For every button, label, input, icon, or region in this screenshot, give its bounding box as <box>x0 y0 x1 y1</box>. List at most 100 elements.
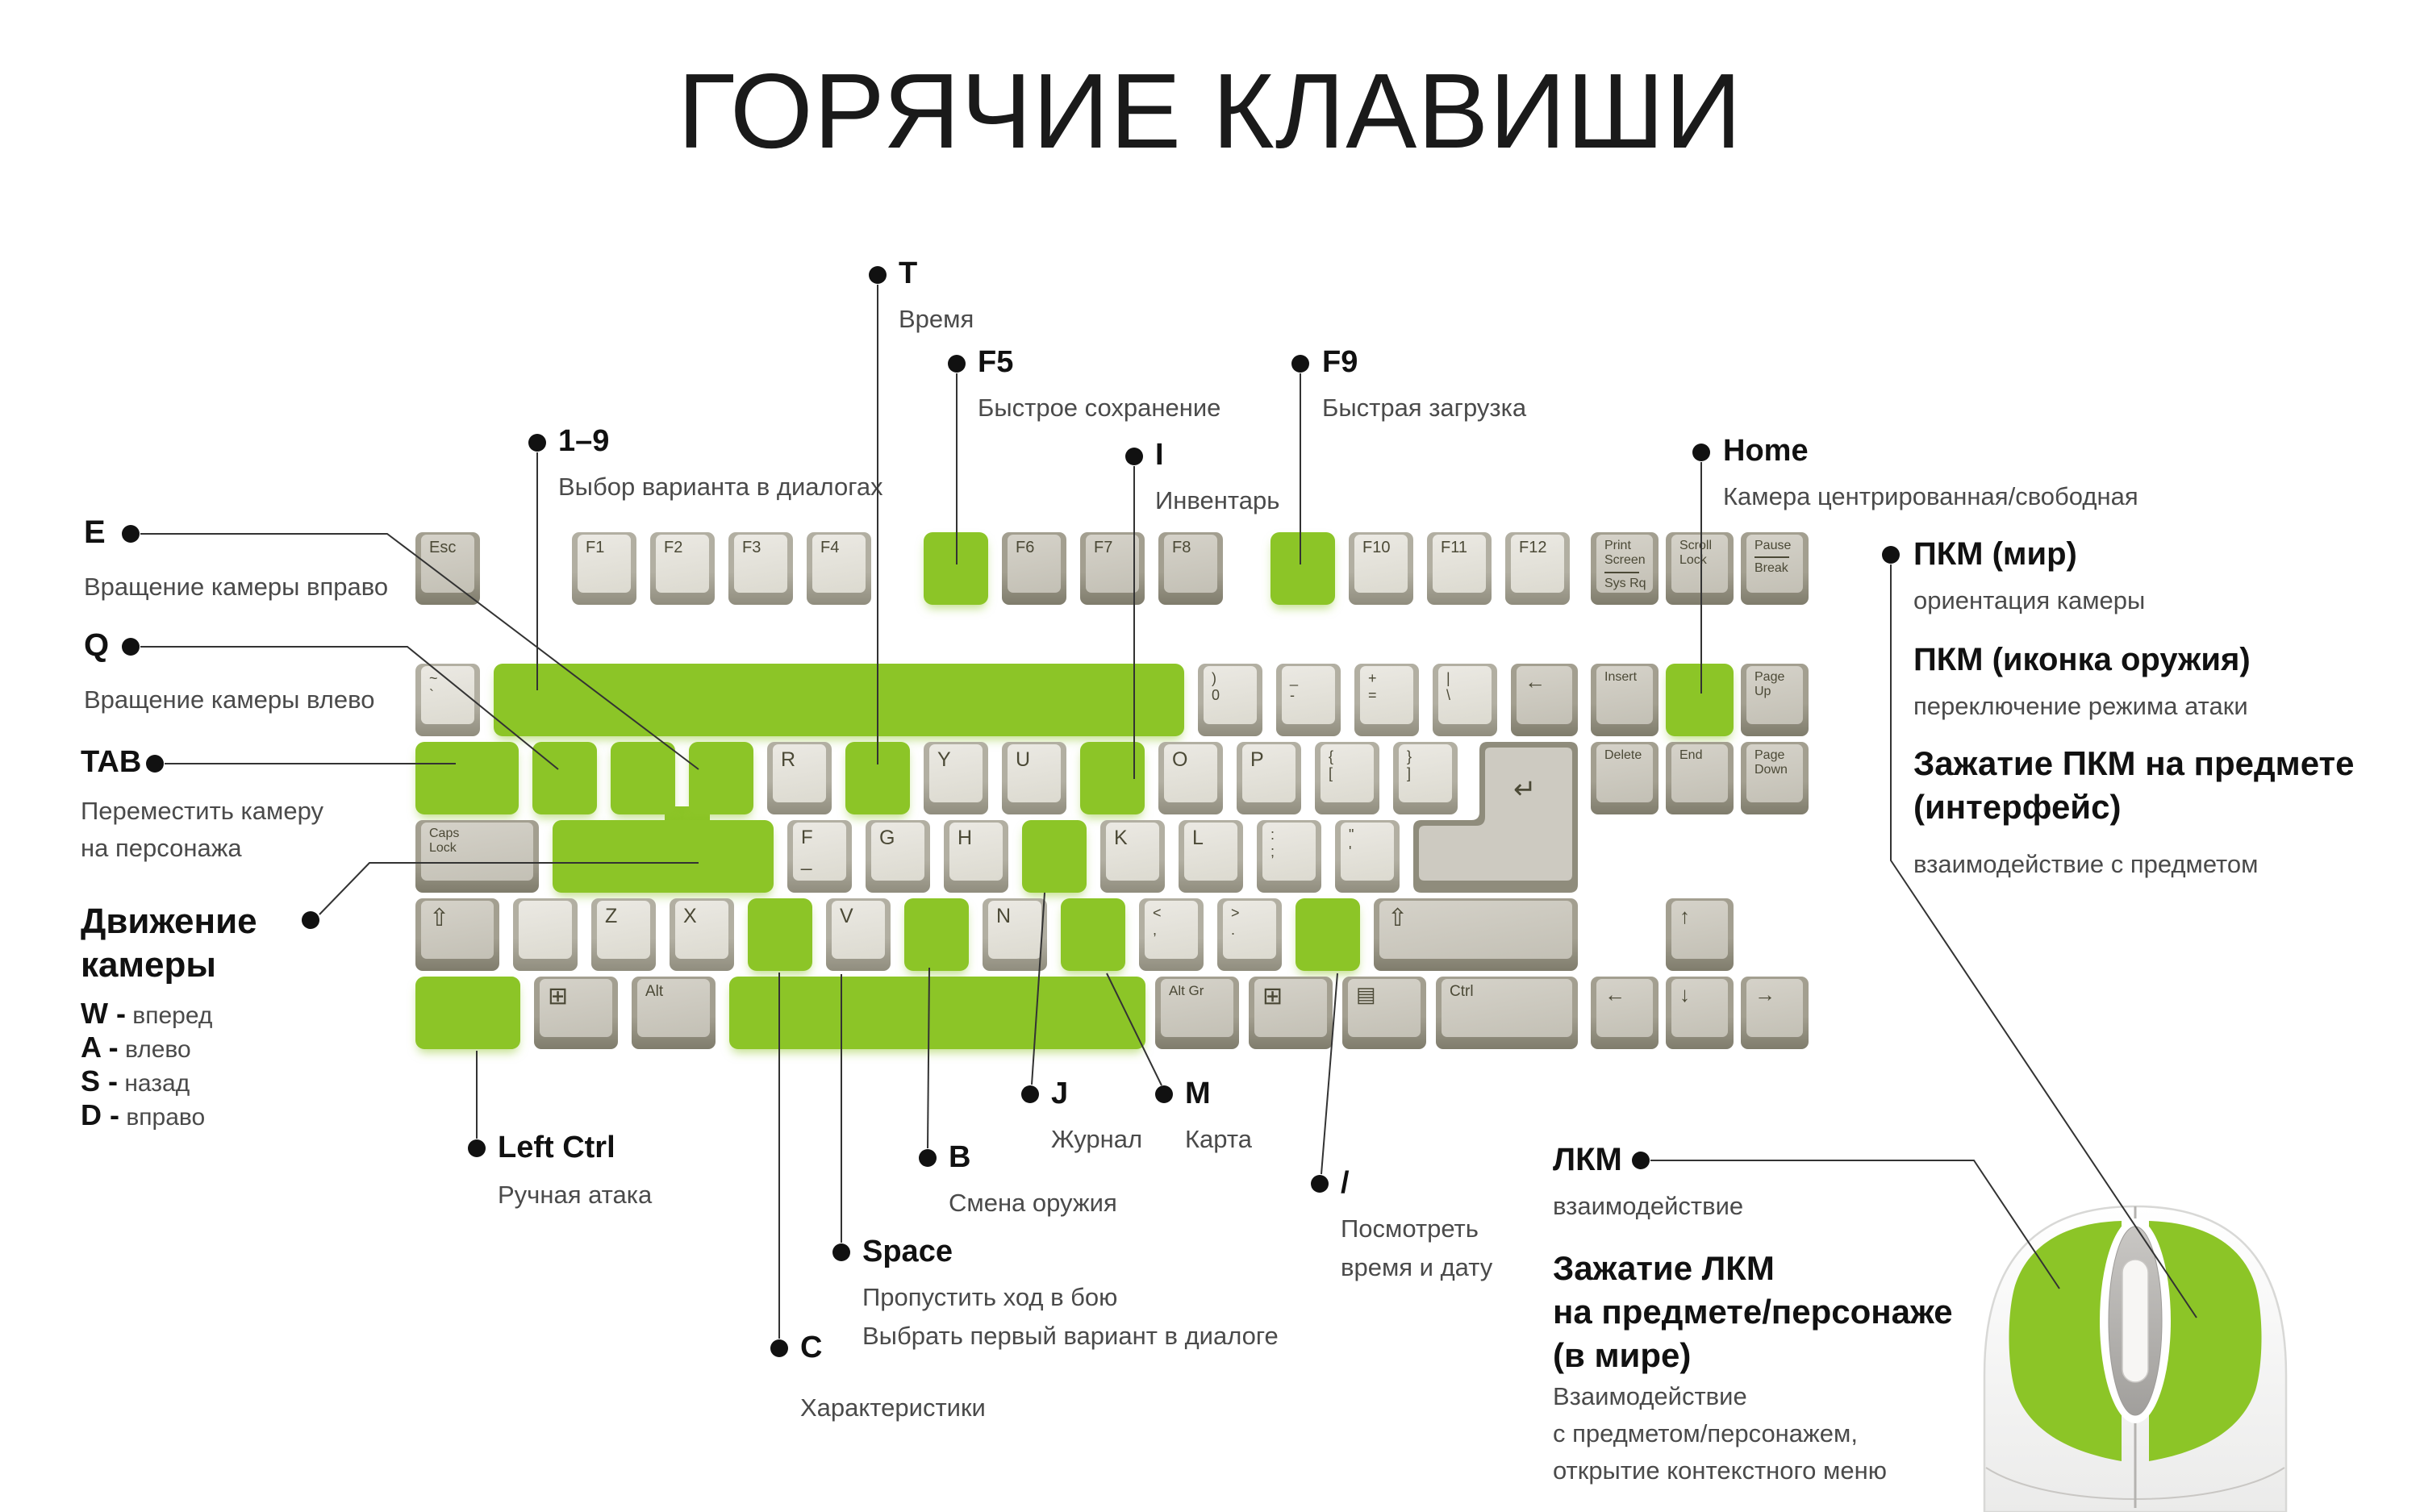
key-e <box>689 742 753 814</box>
key-cap: F3 <box>734 535 787 593</box>
callout-dot-home <box>1692 444 1710 461</box>
key-cap: Page Up <box>1746 666 1803 724</box>
key-j-key <box>1022 820 1087 893</box>
key-page-down: Page Down <box>1741 742 1809 814</box>
key-f11: F11 <box>1427 532 1492 605</box>
key-cap: Print Screen Sys Rq <box>1596 535 1653 593</box>
key-esc: Esc <box>415 532 480 605</box>
key-z: Z <box>591 898 656 971</box>
callout-subtext-lkm-hold: Взаимодействие <box>1553 1382 1747 1410</box>
key-cap: Alt <box>637 979 710 1037</box>
callout-subtext-pkm-world: ориентация камеры <box>1913 586 2146 614</box>
callout-heading-pkm-weapon-icon: ПКМ (иконка оружия) <box>1913 642 2251 677</box>
key-x: X <box>670 898 734 971</box>
callout-subtext-one-nine: Выбор варианта в диалогах <box>558 473 883 501</box>
key-cap: F4 <box>812 535 866 593</box>
key-cap: Page Down <box>1746 744 1803 802</box>
callout-subtext-pkm-weapon-icon: переключение режима атаки <box>1913 692 2248 720</box>
callout-heading-f9: F9 <box>1322 345 1358 379</box>
key-cap: G <box>871 823 924 881</box>
callout-heading-q: Q <box>84 627 110 663</box>
key-cap: L <box>1184 823 1237 881</box>
callout-heading-c: C <box>800 1331 823 1364</box>
key-print-screen: Print Screen Sys Rq <box>1591 532 1659 605</box>
key-f2: F2 <box>650 532 715 605</box>
key-l-key: L <box>1179 820 1243 893</box>
key-f6: F6 <box>1002 532 1066 605</box>
key-page-up: Page Up <box>1741 664 1809 736</box>
key-arrow-up: ↑ <box>1666 898 1734 971</box>
callout-subtext-pkm-hold: взаимодействие с предметом <box>1913 850 2259 878</box>
key-cap: Ctrl <box>1442 979 1572 1037</box>
mouse <box>1983 1205 2288 1512</box>
key-y: Y <box>924 742 988 814</box>
key-cap: ⇧ <box>1379 901 1572 959</box>
key-cap: N <box>988 901 1041 959</box>
key-alt: Alt <box>632 977 716 1049</box>
page-title: ГОРЯЧИЕ КЛАВИШИ <box>677 52 1743 170</box>
key-cap: Alt Gr <box>1161 979 1233 1037</box>
key-cap: ↑ <box>1671 901 1728 959</box>
callout-dot-q <box>122 638 140 656</box>
key-left-shift: ⇧ <box>415 898 499 971</box>
key-cap: X <box>675 901 728 959</box>
callout-subtext-q: Вращение камеры влево <box>84 685 375 714</box>
key-cap: F6 <box>1008 535 1061 593</box>
callout-dot-space <box>832 1243 850 1261</box>
key-h-key: H <box>944 820 1008 893</box>
callout-dot-f9 <box>1291 355 1309 373</box>
callout-heading-t: T <box>899 256 918 290</box>
key-cap: ⊞ <box>540 979 612 1037</box>
key-cap: {[ <box>1321 744 1374 802</box>
key-cap: ↓ <box>1671 979 1728 1037</box>
key-end: End <box>1666 742 1734 814</box>
key-delete: Delete <box>1591 742 1659 814</box>
callout-dot-tab <box>146 755 164 773</box>
callout-heading-tab: TAB <box>81 745 142 779</box>
key-cap: R <box>773 744 826 802</box>
key-comma: <, <box>1139 898 1204 971</box>
key-cap: ▤ <box>1348 979 1421 1037</box>
key-cap: Y <box>929 744 983 802</box>
callout-subtext-lkm-hold: с предметом/персонажем, <box>1553 1419 1858 1447</box>
key-t <box>845 742 910 814</box>
key-cap: Caps Lock <box>421 823 533 881</box>
key-backslash: | \ <box>1433 664 1497 736</box>
key-cap: | \ <box>1438 666 1492 724</box>
key-m <box>1061 898 1125 971</box>
callout-heading-left-ctrl: Left Ctrl <box>498 1131 615 1164</box>
key-cap: H <box>949 823 1003 881</box>
key-desc-d: D - вправо <box>81 1098 206 1131</box>
callout-heading-f5: F5 <box>978 345 1014 379</box>
callout-heading-j: J <box>1051 1077 1069 1110</box>
key-cap: Z <box>597 901 650 959</box>
callout-heading-b: B <box>949 1140 971 1174</box>
key-f9 <box>1270 532 1335 605</box>
callout-subtext-tab: на персонажа <box>81 834 242 862</box>
key-cap: F12 <box>1511 535 1564 593</box>
callout-heading-lkm-hold: на предмете/персонаже <box>1553 1293 1953 1331</box>
key-scroll-lock: Scroll Lock <box>1666 532 1734 605</box>
callout-heading-lkm-hold: Зажатие ЛКМ <box>1553 1249 1775 1287</box>
key-cap: U <box>1008 744 1061 802</box>
key-cap: Delete <box>1596 744 1653 802</box>
callout-subtext-slash: время и дату <box>1341 1253 1493 1281</box>
key-win-right: ⊞ <box>1249 977 1333 1049</box>
key-bracket-right: }] <box>1393 742 1458 814</box>
callout-subtext-lkm-hold: открытие контекстного меню <box>1553 1456 1887 1485</box>
key-cap: End <box>1671 744 1728 802</box>
callout-dot-i <box>1125 448 1143 465</box>
key-cap: F2 <box>656 535 709 593</box>
key-arrow-right: → <box>1741 977 1809 1049</box>
callout-dot-t <box>869 266 887 284</box>
key-minus: _ - <box>1276 664 1341 736</box>
key-right-shift: ⇧ <box>1374 898 1578 971</box>
key-desc-w: W - вперед <box>81 997 213 1030</box>
key-cap: ) 0 <box>1204 666 1257 724</box>
callout-subtext-space: Выбрать первый вариант в диалоге <box>862 1322 1279 1350</box>
key-f4: F4 <box>807 532 871 605</box>
key-cap: }] <box>1399 744 1452 802</box>
callout-dot-pkm-world <box>1882 546 1900 564</box>
key-n: N <box>983 898 1047 971</box>
key-f1: F1 <box>572 532 636 605</box>
